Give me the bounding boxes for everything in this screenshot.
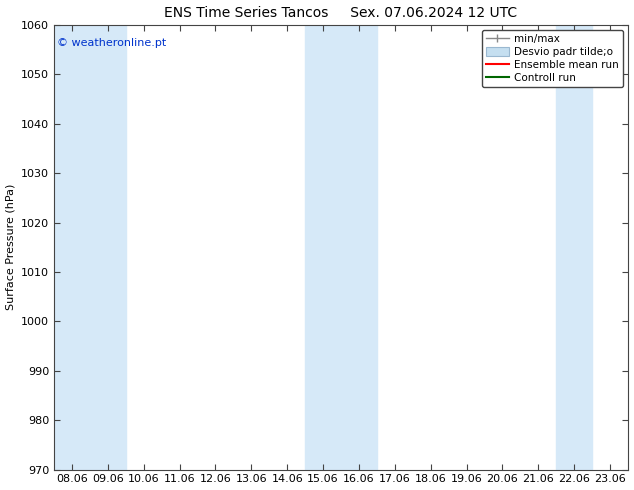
Bar [305, 25, 377, 469]
Text: © weatheronline.pt: © weatheronline.pt [57, 38, 166, 48]
Title: ENS Time Series Tancos     Sex. 07.06.2024 12 UTC: ENS Time Series Tancos Sex. 07.06.2024 1… [164, 5, 517, 20]
Y-axis label: Surface Pressure (hPa): Surface Pressure (hPa) [6, 184, 16, 311]
Legend: min/max, Desvio padr tilde;o, Ensemble mean run, Controll run: min/max, Desvio padr tilde;o, Ensemble m… [481, 30, 623, 87]
Bar [54, 25, 126, 469]
Bar [556, 25, 592, 469]
